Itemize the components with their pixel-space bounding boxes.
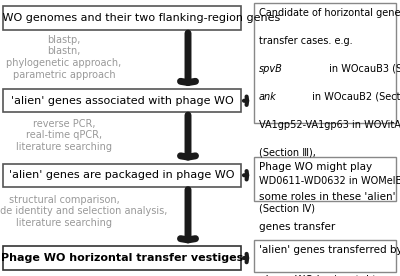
Text: 'alien' genes are packaged in phage WO: 'alien' genes are packaged in phage WO	[9, 170, 235, 180]
Text: some roles in these 'alien': some roles in these 'alien'	[259, 192, 395, 202]
Text: Candidate of horizontal gene: Candidate of horizontal gene	[259, 8, 400, 18]
Text: (Section Ⅲ),: (Section Ⅲ),	[259, 148, 316, 158]
Text: in WOcauB2 (Section Ⅱ),: in WOcauB2 (Section Ⅱ),	[309, 92, 400, 102]
Text: spvB: spvB	[259, 64, 283, 74]
Text: phage WO horizontal transfer: phage WO horizontal transfer	[259, 275, 400, 276]
FancyBboxPatch shape	[3, 89, 241, 113]
FancyBboxPatch shape	[3, 6, 241, 30]
Text: 'alien' genes associated with phage WO: 'alien' genes associated with phage WO	[11, 96, 233, 106]
Text: Phage WO horizontal transfer vestiges: Phage WO horizontal transfer vestiges	[1, 253, 243, 263]
Text: WD0611-WD0632 in WOMelB: WD0611-WD0632 in WOMelB	[259, 176, 400, 186]
FancyBboxPatch shape	[3, 246, 241, 270]
Text: reverse PCR,
real-time qPCR,
literature searching: reverse PCR, real-time qPCR, literature …	[16, 119, 112, 152]
Text: VA1gp52-VA1gp63 in WOVitA1: VA1gp52-VA1gp63 in WOVitA1	[259, 120, 400, 130]
Text: blastp,
blastn,
phylogenetic approach,
parametric approach: blastp, blastn, phylogenetic approach, p…	[6, 35, 122, 79]
Text: (Section Ⅳ): (Section Ⅳ)	[259, 204, 315, 214]
FancyBboxPatch shape	[254, 240, 396, 272]
FancyBboxPatch shape	[254, 157, 396, 201]
Text: phage WO genomes and their two flanking-region genes: phage WO genomes and their two flanking-…	[0, 13, 280, 23]
FancyBboxPatch shape	[254, 3, 396, 123]
Text: structural comparison,
nucleotide identity and selection analysis,
literature se: structural comparison, nucleotide identi…	[0, 195, 167, 228]
Text: in WOcauB3 (Section Ⅰ),: in WOcauB3 (Section Ⅰ),	[326, 64, 400, 74]
FancyBboxPatch shape	[3, 163, 241, 187]
Text: Phage WO might play: Phage WO might play	[259, 162, 372, 172]
Text: 'alien' genes transferred by: 'alien' genes transferred by	[259, 245, 400, 255]
Text: ank: ank	[259, 92, 276, 102]
Text: transfer cases. e.g.: transfer cases. e.g.	[259, 36, 352, 46]
Text: genes transfer: genes transfer	[259, 222, 335, 232]
